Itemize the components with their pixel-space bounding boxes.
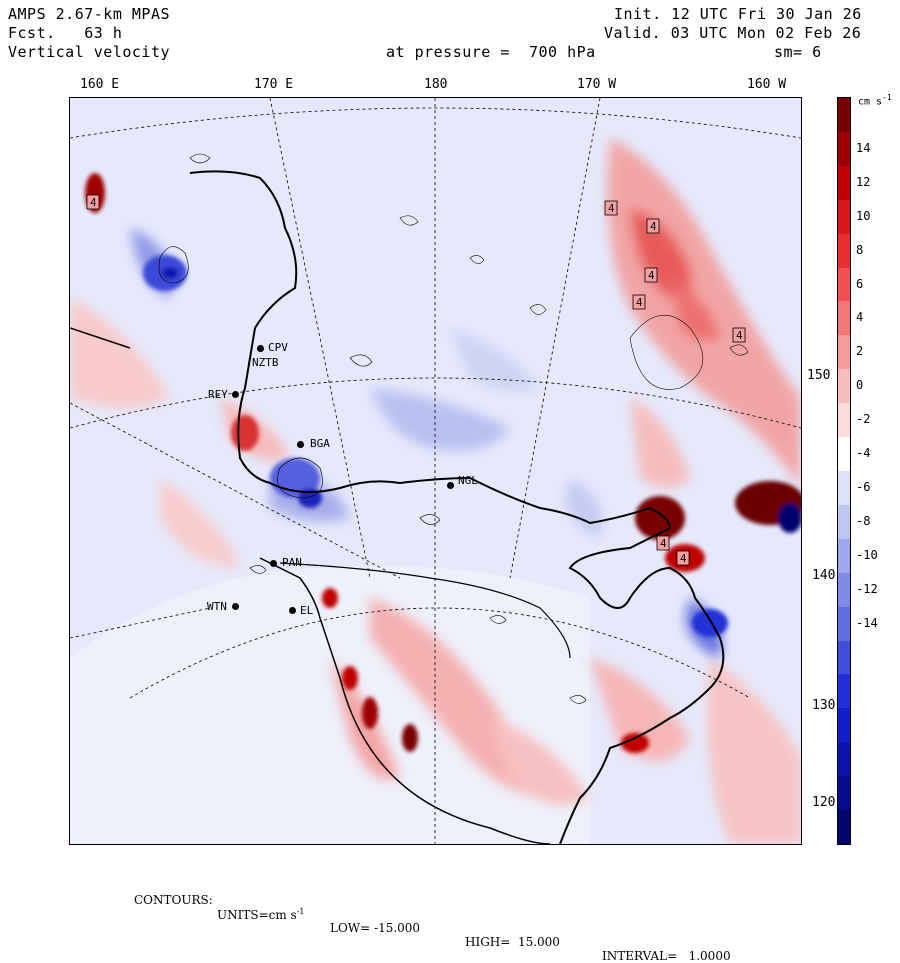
station-label: NGL	[458, 474, 478, 487]
ice-shelf-edge	[279, 562, 571, 659]
colorbar-segment	[838, 199, 850, 235]
colorbar-label: -8	[856, 513, 871, 528]
station-label: PAN	[282, 556, 302, 569]
colorbar-segment	[838, 504, 850, 540]
colorbar-segment	[838, 131, 850, 167]
lat-lon-grid	[70, 98, 801, 844]
lon-label: 170 E	[254, 77, 294, 92]
coastline	[189, 170, 725, 844]
station-marker	[270, 560, 277, 567]
colorbar-segment	[838, 640, 850, 675]
colorbar-label: -4	[856, 446, 871, 461]
colorbar-segment	[838, 776, 850, 811]
station-label: EL	[300, 604, 314, 617]
coastline	[259, 557, 551, 844]
colorbar-segment	[838, 369, 850, 404]
colorbar-label: 10	[856, 208, 871, 223]
colorbar-segment	[838, 267, 850, 302]
footer-interval: INTERVAL= 1.0000	[602, 949, 731, 963]
coastline	[70, 327, 131, 349]
map-panel: 4 4 4 4 4 4 4 4	[69, 97, 802, 845]
colorbar-segment	[838, 538, 850, 574]
colorbar-label: 6	[856, 276, 864, 291]
footer-low: LOW= -15.000	[330, 921, 421, 935]
colorbar-segment	[838, 437, 850, 472]
vertical-velocity-field: 4 4 4 4 4 4 4 4	[70, 98, 801, 844]
colorbar-segment	[838, 233, 850, 269]
colorbar-label: 8	[856, 242, 864, 257]
lon-label: 170 W	[577, 77, 617, 92]
colorbar-label: 0	[856, 378, 864, 393]
lon-label: 180	[424, 77, 448, 92]
colorbar-label: -10	[856, 547, 878, 562]
forecast-hour: Fcst. 63 h	[8, 24, 123, 42]
colorbar-segment	[838, 471, 850, 506]
colorbar-segment	[838, 335, 850, 370]
colorbar-segment	[838, 403, 850, 438]
contour-label: 4	[736, 329, 743, 342]
lon-label: 160 W	[747, 77, 787, 92]
footer-high: HIGH= 15.000	[465, 935, 560, 949]
colorbar-label: -2	[856, 412, 871, 427]
colorbar-label: -12	[856, 581, 878, 596]
colorbar-label: -14	[856, 615, 878, 630]
ice-shelf-shading	[70, 566, 590, 844]
station-label: REY	[208, 388, 228, 401]
contour-label: 4	[650, 220, 657, 233]
pressure-level: at pressure = 700 hPa	[386, 43, 596, 61]
init-time: Init. 12 UTC Fri 30 Jan 26	[614, 5, 862, 23]
station-label: NZTB	[252, 356, 279, 369]
colorbar-label: -6	[856, 479, 871, 494]
lon-label: 160 E	[80, 77, 120, 92]
station-marker	[447, 482, 454, 489]
colorbar-label: 4	[856, 310, 864, 325]
contour-label: 4	[608, 202, 615, 215]
colorbar-segment	[838, 165, 850, 201]
footer-units: UNITS=cm s-1	[217, 907, 305, 922]
colorbar-segment	[838, 742, 850, 777]
contour-label: 4	[90, 196, 97, 209]
contour-label: 4	[660, 537, 667, 550]
colorbar-label: 12	[856, 174, 871, 189]
station-marker	[232, 603, 239, 610]
valid-time: Valid. 03 UTC Mon 02 Feb 26	[604, 24, 862, 42]
station-label: BGA	[310, 437, 330, 450]
colorbar-segment	[838, 606, 850, 642]
colorbar-segment	[838, 98, 850, 133]
intense-cells	[85, 173, 801, 753]
contour-label: 4	[680, 552, 687, 565]
model-title: AMPS 2.67-km MPAS	[8, 5, 171, 23]
field-name: Vertical velocity	[8, 43, 171, 61]
colorbar-label: 14	[856, 140, 871, 155]
station-label: CPV	[268, 341, 288, 354]
colorbar	[837, 97, 851, 845]
contour-label: 4	[648, 269, 655, 282]
colorbar-segment	[838, 674, 850, 709]
colorbar-segment	[838, 708, 850, 743]
smoothing: sm= 6	[774, 43, 822, 61]
contour-label-boxes: 4 4 4 4 4 4 4 4	[86, 194, 746, 566]
footer-contours: CONTOURS:	[134, 893, 213, 907]
station-marker	[232, 391, 239, 398]
colorbar-segment	[838, 810, 850, 845]
station-label: WTN	[207, 600, 227, 613]
footer: CONTOURS: UNITS=cm s-1 LOW= -15.000 HIGH…	[0, 879, 900, 963]
station-marker	[289, 607, 296, 614]
colorbar-units: cm s-1	[858, 93, 892, 108]
colorbar-segment	[838, 572, 850, 608]
contour-label: 4	[636, 296, 643, 309]
station-marker	[297, 441, 304, 448]
colorbar-label: 2	[856, 344, 864, 359]
station-marker	[257, 345, 264, 352]
colorbar-segment	[838, 301, 850, 336]
